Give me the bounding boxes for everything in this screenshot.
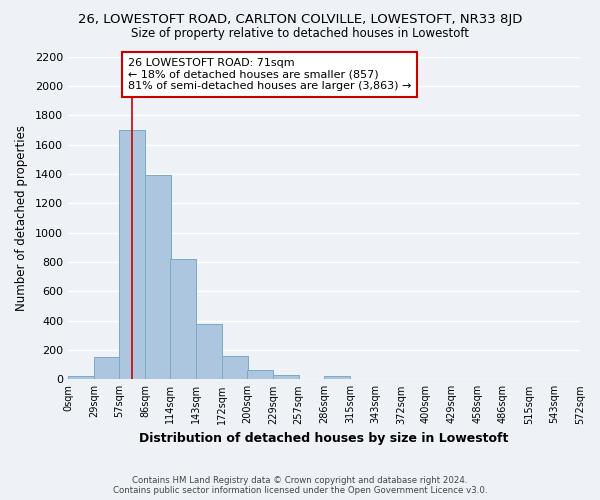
Text: 26, LOWESTOFT ROAD, CARLTON COLVILLE, LOWESTOFT, NR33 8JD: 26, LOWESTOFT ROAD, CARLTON COLVILLE, LO… [78, 12, 522, 26]
Bar [170, 259, 196, 380]
Bar [196, 324, 222, 380]
Bar [247, 370, 273, 380]
Bar [94, 356, 120, 380]
Bar [68, 376, 94, 380]
Bar [273, 375, 299, 380]
Text: Contains HM Land Registry data © Crown copyright and database right 2024.
Contai: Contains HM Land Registry data © Crown c… [113, 476, 487, 495]
Text: 26 LOWESTOFT ROAD: 71sqm
← 18% of detached houses are smaller (857)
81% of semi-: 26 LOWESTOFT ROAD: 71sqm ← 18% of detach… [128, 58, 412, 91]
Bar [145, 176, 171, 380]
Bar [222, 356, 248, 380]
X-axis label: Distribution of detached houses by size in Lowestoft: Distribution of detached houses by size … [139, 432, 509, 445]
Bar [119, 130, 145, 380]
Y-axis label: Number of detached properties: Number of detached properties [15, 125, 28, 311]
Bar [324, 376, 350, 380]
Text: Size of property relative to detached houses in Lowestoft: Size of property relative to detached ho… [131, 28, 469, 40]
